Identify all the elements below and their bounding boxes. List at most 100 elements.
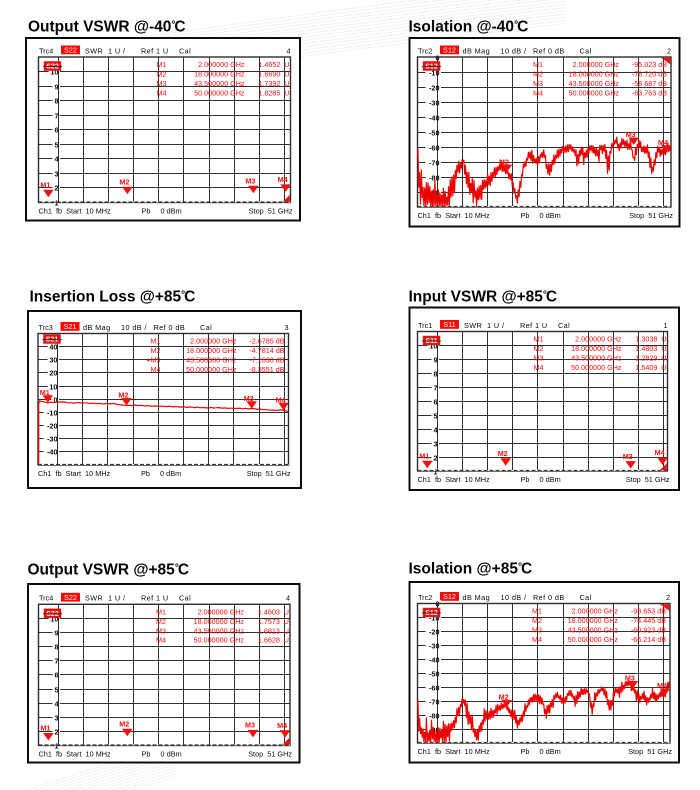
svg-text:SWR: SWR [85,594,103,603]
svg-text:M1: M1 [40,724,50,733]
svg-text:Ref 1 U: Ref 1 U [141,594,169,603]
svg-text:2: 2 [54,728,58,737]
svg-text:M4: M4 [278,175,288,184]
svg-text:Trc3: Trc3 [39,323,53,332]
svg-text:S12: S12 [425,64,438,71]
svg-text:-10: -10 [429,69,440,78]
svg-text:M3: M3 [245,176,255,185]
svg-text:M4: M4 [276,395,286,404]
svg-text:6: 6 [433,398,437,407]
svg-text:0: 0 [435,54,439,63]
svg-text:2: 2 [433,454,437,463]
svg-text:-20: -20 [429,84,440,93]
svg-text:Cal: Cal [179,594,191,603]
svg-text:8: 8 [54,643,58,652]
svg-text:Trc1: Trc1 [418,321,432,330]
svg-text:7: 7 [433,384,437,393]
svg-text:Stop 51 GHz: Stop 51 GHz [629,211,673,220]
svg-text:-10: -10 [47,409,58,418]
svg-text:M3: M3 [626,130,636,139]
svg-text:S11: S11 [425,338,437,345]
svg-text:0: 0 [435,600,439,609]
svg-text:M2: M2 [119,178,129,187]
svg-text:1 U /: 1 U / [487,321,505,330]
svg-text:10 dB /: 10 dB / [121,323,147,332]
svg-text:10: 10 [429,342,437,351]
svg-text:9: 9 [54,629,58,638]
svg-text:SWR: SWR [85,46,103,55]
svg-text:S12: S12 [425,610,438,617]
svg-text:2: 2 [666,593,670,602]
svg-text:Ref 1 U: Ref 1 U [520,321,548,330]
svg-text:dB Mag: dB Mag [83,323,111,332]
svg-text:Pb 0 dBm: Pb 0 dBm [141,469,181,478]
svg-text:M1: M1 [40,388,50,397]
svg-text:-90: -90 [429,726,440,735]
svg-text:S12: S12 [443,46,456,55]
svg-text:1: 1 [663,321,667,330]
svg-text:Pb 0 dBm: Pb 0 dBm [521,475,561,484]
svg-text:Pb 0 dBm: Pb 0 dBm [142,750,182,759]
svg-text:M1: M1 [419,452,429,461]
svg-text:Cal: Cal [580,46,592,55]
svg-text:Insertion Loss @+85°C: Insertion Loss @+85°C [30,289,196,306]
svg-text:2: 2 [667,46,671,55]
svg-text:M2: M2 [499,693,509,702]
svg-text:40: 40 [49,343,57,352]
svg-text:Cal: Cal [200,323,212,332]
svg-text:M3: M3 [623,452,633,461]
svg-text:-80: -80 [429,174,440,183]
svg-text:-30: -30 [429,99,440,108]
svg-text:1: 1 [54,742,58,751]
svg-text:Cal: Cal [580,593,592,602]
svg-text:M4: M4 [655,448,665,457]
svg-text:S22: S22 [64,593,77,602]
svg-text:Ch1 fb Start 10 MHz: Ch1 fb Start 10 MHz [39,207,112,216]
svg-text:Pb 0 dBm: Pb 0 dBm [521,211,561,220]
svg-text:Pb 0 dBm: Pb 0 dBm [521,747,561,756]
svg-text:SWR: SWR [464,321,482,330]
svg-text:Ch1 fb Start 10 MHz: Ch1 fb Start 10 MHz [418,211,491,220]
svg-text:4: 4 [286,594,290,603]
svg-text:Ch1 fb Start 10 MHz: Ch1 fb Start 10 MHz [418,747,491,756]
svg-text:Cal: Cal [179,46,191,55]
svg-text:Stop 51 GHz: Stop 51 GHz [628,747,672,756]
svg-text:10 dB /: 10 dB / [501,593,527,602]
svg-text:Stop 51 GHz: Stop 51 GHz [626,475,670,484]
svg-text:9: 9 [54,83,58,92]
svg-text:Pb 0 dBm: Pb 0 dBm [142,207,182,216]
svg-text:3: 3 [284,323,288,332]
svg-text:M12.000000 GHz-98.653 dB: M1 2.000000 GHz -98.653 dB [532,607,666,616]
svg-text:6: 6 [54,126,58,135]
svg-text:-60: -60 [429,684,440,693]
svg-text:10: 10 [49,383,57,392]
svg-text:-30: -30 [47,435,58,444]
svg-text:S22: S22 [46,64,59,71]
svg-text:Trc2: Trc2 [418,593,432,602]
svg-text:-60: -60 [429,144,440,153]
svg-text:M3: M3 [625,674,635,683]
svg-text:5: 5 [54,686,58,695]
svg-text:M12.000000 GHz-95.023 dB: M1 2.000000 GHz -95.023 dB [533,60,667,69]
svg-text:-30: -30 [429,642,440,651]
svg-text:5: 5 [433,412,437,421]
svg-text:6: 6 [54,671,58,680]
svg-text:7: 7 [54,112,58,121]
svg-text:4: 4 [54,700,59,709]
svg-text:S12: S12 [443,592,456,601]
svg-text:Ch1 fb Start 10 MHz: Ch1 fb Start 10 MHz [39,750,112,759]
